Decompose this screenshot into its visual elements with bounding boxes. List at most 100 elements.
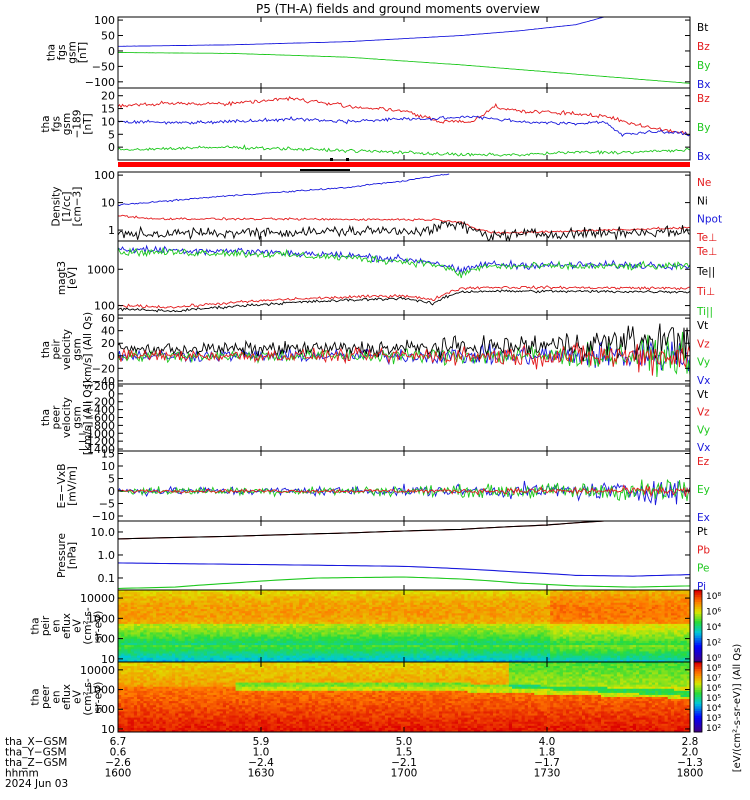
x-axis-value: −1.3 [677, 757, 703, 769]
series-temperature-3 [117, 289, 691, 313]
x-axis-value: 2.0 [682, 747, 699, 759]
y-axis-label-line: [nT] [77, 42, 89, 63]
legend-entry: Vz [697, 407, 710, 419]
y-axis-label-line: peir [40, 615, 52, 636]
series-pressure-0 [117, 520, 605, 540]
y-tick-label: 0 [108, 485, 115, 498]
x-axis-value: 0.6 [110, 747, 127, 759]
y-tick-label: 10000 [80, 592, 115, 605]
y-tick-label: −1400 [78, 443, 115, 456]
legend-entry: Bz [697, 93, 710, 105]
series-peir_velocity-2 [117, 323, 691, 362]
panel-density: 100 10 1 Density[1/cc][cm−3] Ne Ni Npot Te⊥ [51, 169, 723, 244]
spectrogram-peir_spec [118, 590, 691, 663]
y-tick-label: 15 [101, 448, 115, 461]
series-fgs_gsm_zoom-0 [117, 95, 691, 137]
legend-entry: Vz [697, 338, 710, 350]
legend-entry: Vx [697, 375, 710, 387]
y-axis-label-line: sr-eV) [93, 682, 105, 713]
y-tick-label: −10 [92, 510, 115, 523]
legend-entry: Ti|| [696, 306, 713, 318]
colorbar-tick: 10⁵ [706, 694, 721, 704]
x-axis-value: 2.8 [682, 736, 699, 748]
y-axis-label-line: [km/s] (All Qs) [82, 380, 94, 455]
series-peir_velocity-1 [117, 331, 691, 378]
y-tick-label: 0 [108, 141, 115, 154]
flag-mark [346, 158, 349, 161]
y-axis-label-line: eflux [61, 613, 73, 639]
y-tick-label: 40 [101, 325, 115, 338]
y-tick-label: 0.1 [98, 572, 116, 585]
y-axis-label-line: [km/s] (All Qs) [82, 312, 94, 387]
series-fgs_gsm-1 [118, 52, 691, 84]
y-axis-label-line: tha [40, 115, 52, 132]
series-pressure-1 [117, 520, 605, 540]
colorbar-tick: 10⁷ [706, 674, 721, 684]
y-axis-label-line: peer [40, 684, 52, 709]
y-axis-label-line: tha [45, 44, 57, 61]
y-tick-label: −40 [92, 375, 115, 388]
y-tick-label: −200 [85, 396, 115, 409]
y-axis-label-line: fgs [56, 45, 68, 61]
y-tick-label: 10 [101, 653, 115, 666]
y-tick-label: 15 [101, 103, 115, 116]
y-tick-label: −1000 [78, 427, 115, 440]
y-axis-label-line: sr-eV) [93, 611, 105, 642]
flag-mark [330, 158, 333, 161]
series-efield-0 [117, 480, 691, 506]
y-axis-label-line: (cm²-s- [82, 607, 94, 645]
legend-entry: Bx [697, 151, 710, 163]
series-density-0 [117, 173, 450, 207]
x-axis-value: −2.4 [248, 757, 274, 769]
x-axis-value: 5.0 [396, 736, 413, 748]
y-axis-label-line: tha [40, 341, 52, 358]
colorbar-tick: 10⁰ [706, 654, 721, 664]
colorbar-tick: 10² [706, 639, 721, 649]
y-tick-label: 100 [94, 300, 115, 313]
colorbar-tick: 10³ [706, 714, 721, 724]
y-axis-label-line: eV [72, 689, 84, 703]
colorbar-tick: 10⁴ [706, 704, 721, 714]
y-tick-label: 0 [108, 45, 115, 58]
series-temperature-2 [118, 285, 691, 309]
legend-entry: Vy [697, 424, 710, 436]
legend-entry: Vt [697, 389, 708, 401]
y-axis-label-line: gsm [72, 406, 84, 428]
legend-entry: Bx [697, 79, 710, 91]
y-tick-label: 60 [101, 312, 115, 325]
flag-bar-black [300, 169, 350, 171]
legend-entry: Te⊥ [696, 232, 717, 244]
legend-entry: Ex [697, 512, 710, 524]
y-tick-label: 200 [94, 380, 115, 393]
x-axis-row-label: tha_Y−GSM [5, 747, 67, 759]
x-axis-value: 1600 [105, 768, 132, 780]
y-axis-label-line: eV [72, 618, 84, 632]
panels: 100500−50−100thafgsgsm[nT]BtBzByBx201510… [30, 14, 723, 736]
y-axis-label-line: [cm−3] [72, 187, 84, 227]
legend-entry: Ez [697, 456, 710, 468]
x-axis-row-label: hhmm [5, 768, 39, 780]
legend-entry: Te|| [696, 266, 715, 278]
legend-entry: Vt [697, 320, 708, 332]
y-axis-label-line: [mV/m] [66, 466, 78, 505]
x-axis-row-label: tha_Z−GSM [5, 757, 67, 769]
series-temperature-1 [117, 247, 691, 279]
y-axis-label-line: Density [51, 187, 63, 227]
spectrogram-peer_spec [118, 662, 691, 733]
panel-frame [117, 16, 691, 89]
series-peir_velocity-3 [117, 342, 691, 376]
x-axis-value: 1730 [534, 768, 561, 780]
series-pressure-3 [117, 576, 691, 590]
y-axis-label-line: eflux [61, 684, 73, 710]
y-tick-label: 20 [101, 337, 115, 350]
x-axis-value: −1.7 [534, 757, 560, 769]
y-axis-label-line: en [51, 619, 63, 632]
y-tick-label: 10 [101, 115, 115, 128]
panel-frame [117, 383, 691, 452]
series-efield-2 [117, 484, 691, 498]
legend-entry: Ni [697, 195, 708, 207]
x-axis-value: 1630 [248, 768, 275, 780]
